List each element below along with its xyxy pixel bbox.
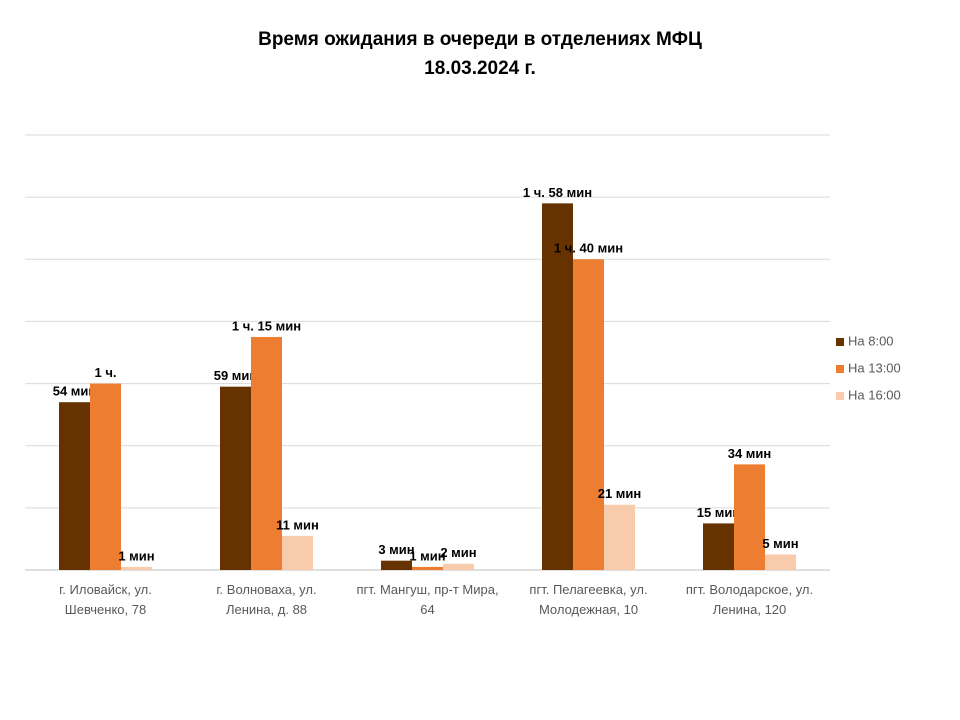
bar <box>542 203 573 570</box>
legend-swatch <box>836 392 844 400</box>
bar <box>90 383 121 570</box>
bar <box>412 566 443 570</box>
data-label: 1 ч. 15 мин <box>232 318 301 333</box>
x-tick-label: пгт. Володарское, ул. Ленина, 120 <box>685 582 814 617</box>
bar <box>282 535 313 570</box>
data-label: 2 мин <box>440 545 476 560</box>
data-label: 5 мин <box>762 536 798 551</box>
x-tick-label: г. Волноваха, ул. Ленина, д. 88 <box>216 582 317 617</box>
bar <box>765 554 796 570</box>
bar <box>573 259 604 570</box>
data-label: 59 мин <box>214 368 258 383</box>
data-label: 1 мин <box>409 548 445 563</box>
bar <box>604 504 635 570</box>
data-label: 11 мин <box>276 517 319 532</box>
data-label: 34 мин <box>728 446 772 461</box>
data-label: 1 ч. <box>94 365 116 380</box>
bar <box>381 560 412 570</box>
data-label: 1 ч. 40 мин <box>554 241 623 256</box>
data-label: 21 мин <box>598 486 642 501</box>
chart-subtitle: 18.03.2024 г. <box>424 58 536 79</box>
legend-label: На 13:00 <box>848 360 901 375</box>
legend-swatch <box>836 365 844 373</box>
legend-label: На 16:00 <box>848 387 901 402</box>
data-label: 3 мин <box>378 542 414 557</box>
x-tick-label: пгт. Пелагеевка, ул. Молодежная, 10 <box>529 582 648 617</box>
x-tick-label: пгт. Мангуш, пр-т Мира, 64 <box>356 582 499 617</box>
bar <box>220 386 251 570</box>
data-label: 1 ч. 58 мин <box>523 185 592 200</box>
chart-title: Время ожидания в очереди в отделениях МФ… <box>258 29 702 50</box>
bar <box>121 566 152 570</box>
bar <box>251 336 282 570</box>
data-label: 54 мин <box>53 384 97 399</box>
data-label: 1 мин <box>118 548 154 563</box>
data-label: 15 мин <box>697 505 741 520</box>
x-tick-label: г. Иловайск, ул. Шевченко, 78 <box>59 582 152 617</box>
bar <box>734 464 765 570</box>
bar <box>703 523 734 570</box>
bar <box>443 563 474 570</box>
legend-label: На 8:00 <box>848 333 894 348</box>
legend-swatch <box>836 338 844 346</box>
bar <box>59 402 90 570</box>
